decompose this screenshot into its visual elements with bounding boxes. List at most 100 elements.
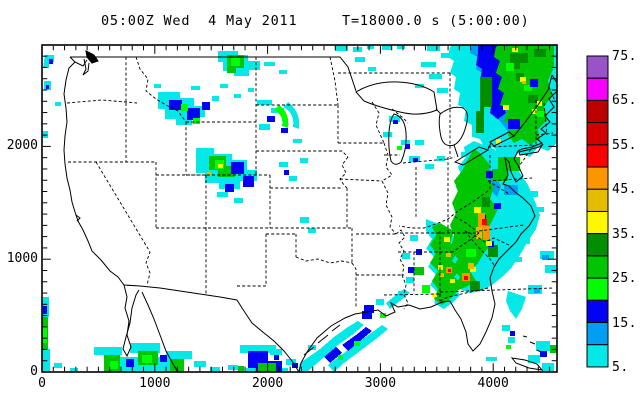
precip-cell: [450, 279, 455, 283]
coastline-path: [74, 58, 90, 76]
precip-cell: [528, 355, 540, 363]
state-boundary: [487, 180, 511, 196]
precip-cell: [220, 84, 228, 88]
precip-cell: [468, 263, 474, 269]
state-boundary: [464, 230, 495, 266]
precip-cell: [448, 149, 498, 291]
precip-cell: [542, 255, 549, 260]
precip-cell: [228, 365, 238, 370]
precip-cell: [217, 192, 228, 197]
precip-cell: [380, 313, 386, 318]
precip-cell: [130, 343, 160, 353]
state-boundary: [439, 287, 554, 293]
precip-cell: [432, 293, 437, 297]
precip-cell: [486, 171, 493, 178]
precip-cell: [534, 288, 540, 293]
y-axis-tick-label: 0: [30, 364, 38, 379]
x-axis-tick-label: 0: [38, 376, 46, 391]
x-axis-tick-label: 1000: [139, 376, 171, 391]
precip-cell: [429, 74, 442, 79]
precip-cell: [355, 57, 365, 62]
colorbar: [586, 55, 609, 368]
state-boundary: [535, 132, 554, 136]
precip-cell: [406, 277, 414, 283]
precip-cell: [421, 62, 436, 67]
precip-cell: [410, 235, 418, 241]
precip-cell: [415, 140, 424, 145]
precip-cell: [466, 249, 476, 257]
coast-detail: [85, 50, 99, 64]
precip-cell: [512, 48, 518, 52]
precip-cell: [298, 321, 364, 372]
precip-cell: [408, 267, 414, 273]
state-boundary: [487, 177, 533, 182]
coastline-path: [510, 357, 544, 371]
coastline-path: [487, 142, 492, 150]
y-axis-tick-label: 2000: [6, 138, 38, 154]
state-boundary: [66, 99, 138, 104]
precip-cell: [193, 118, 200, 124]
state-boundary: [295, 256, 353, 264]
precip-cell: [540, 351, 547, 357]
precip-cell: [482, 197, 490, 207]
precip-cell: [160, 355, 167, 362]
plot-frame: [41, 44, 558, 373]
lake-outline: [453, 146, 490, 166]
precip-cell: [126, 359, 134, 367]
precip-cell: [494, 203, 501, 209]
precip-cell: [300, 158, 308, 163]
precip-cell: [506, 345, 511, 349]
precip-cell: [397, 146, 402, 150]
precip-cell: [405, 144, 410, 149]
precip-cell: [328, 325, 388, 372]
precip-cell: [440, 273, 444, 277]
precip-cell: [486, 357, 497, 361]
state-boundary: [543, 102, 548, 136]
precip-cell: [414, 267, 424, 275]
state-boundary: [381, 142, 393, 182]
precip-cell: [43, 306, 47, 314]
precip-cell: [534, 49, 546, 57]
colorbar-tick-label: 45.: [612, 182, 637, 198]
precip-cell: [274, 355, 279, 360]
precip-cell: [54, 363, 62, 368]
precip-cell: [243, 176, 254, 187]
precip-cell: [528, 95, 538, 103]
colorbar-tick-label: 65.: [612, 93, 637, 109]
state-boundary: [381, 180, 397, 235]
precip-cell: [274, 105, 289, 128]
precip-cell: [478, 213, 490, 240]
lake-outline: [438, 106, 468, 147]
colorbar-cell: [586, 144, 609, 168]
coastline-path: [141, 291, 179, 372]
precip-cell: [55, 102, 61, 106]
colorbar-cell: [586, 344, 609, 368]
precip-cell: [212, 96, 219, 101]
precip-cell: [393, 120, 398, 124]
precip-cell: [474, 207, 481, 213]
precip-cell: [506, 291, 526, 319]
precip-cell: [324, 347, 342, 363]
state-boundary: [339, 178, 383, 182]
colorbar-tick-label: 55.: [612, 137, 637, 153]
colorbar-cell: [586, 188, 609, 212]
precip-cell: [427, 45, 440, 51]
us-map-outlines: [63, 50, 557, 372]
coastline-path: [513, 74, 553, 137]
precip-cell: [238, 366, 244, 372]
x-axis-tick-label: 4000: [477, 376, 509, 391]
precip-cell: [542, 363, 554, 372]
state-boundary: [398, 190, 489, 229]
precip-cell: [202, 102, 210, 110]
precip-cell: [342, 327, 372, 351]
precip-cell: [438, 265, 443, 270]
coastline-path: [63, 56, 300, 372]
precip-cell: [43, 55, 54, 68]
precip-cell: [49, 59, 53, 64]
precip-cell: [430, 223, 462, 305]
state-boundary: [256, 150, 349, 158]
precip-cell: [492, 157, 520, 181]
precip-cell: [234, 198, 243, 203]
precip-cell: [488, 245, 498, 257]
